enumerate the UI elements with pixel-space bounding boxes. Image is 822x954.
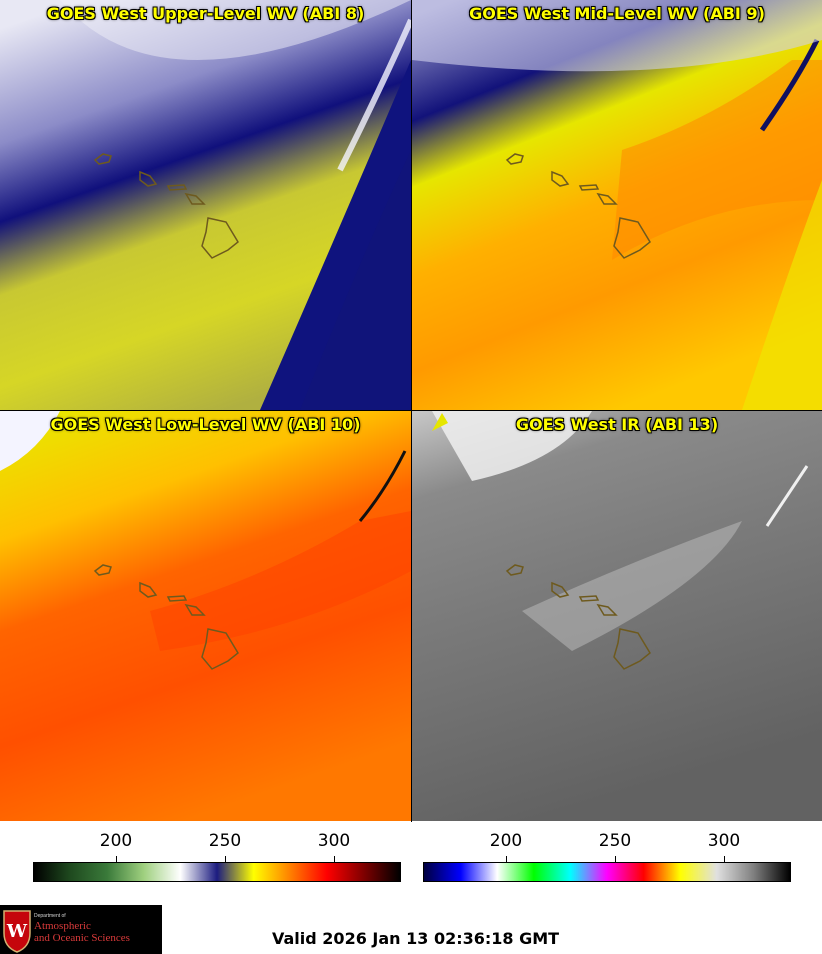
panel-divider-vertical	[411, 0, 412, 822]
ir-image	[412, 411, 822, 821]
logo-name-line1: Atmospheric	[34, 920, 91, 932]
upper-level-wv-image	[0, 0, 411, 410]
uw-crest-letter: W	[6, 921, 28, 942]
wv-tick-mark	[334, 856, 335, 862]
logo-dept-text: Department of	[34, 913, 66, 919]
ir-tick-mark	[615, 856, 616, 862]
uw-crest-icon: W	[3, 910, 31, 953]
wv-tick-label: 300	[317, 831, 351, 851]
ir-colorbar-gradient	[423, 862, 791, 882]
ir-colorbar: 200 250 300	[412, 822, 822, 888]
ir-tick-mark	[506, 856, 507, 862]
mid-level-wv-image	[412, 0, 822, 410]
mid-level-wv-title: GOES West Mid-Level WV (ABI 9)	[469, 4, 765, 23]
mid-level-wv-panel: GOES West Mid-Level WV (ABI 9)	[412, 0, 822, 410]
ir-panel: GOES West IR (ABI 13)	[412, 411, 822, 821]
panel-divider-horizontal	[0, 410, 822, 411]
ir-tick-label: 200	[489, 831, 523, 851]
upper-level-wv-panel: GOES West Upper-Level WV (ABI 8)	[0, 0, 411, 410]
low-level-wv-title: GOES West Low-Level WV (ABI 10)	[50, 415, 361, 434]
ir-tick-label: 300	[707, 831, 741, 851]
wv-colorbar-gradient	[33, 862, 401, 882]
ir-tick-mark	[724, 856, 725, 862]
wv-tick-label: 200	[99, 831, 133, 851]
low-level-wv-image	[0, 411, 411, 821]
wv-tick-mark	[116, 856, 117, 862]
valid-time: Valid 2026 Jan 13 02:36:18 GMT	[272, 929, 560, 948]
wv-tick-mark	[225, 856, 226, 862]
wv-tick-label: 250	[208, 831, 242, 851]
upper-level-wv-title: GOES West Upper-Level WV (ABI 8)	[46, 4, 365, 23]
ir-title: GOES West IR (ABI 13)	[515, 415, 719, 434]
aos-logo: W Department of Atmospheric and Oceanic …	[0, 905, 162, 954]
low-level-wv-panel: GOES West Low-Level WV (ABI 10)	[0, 411, 411, 821]
logo-name-line2: and Oceanic Sciences	[34, 932, 130, 944]
ir-tick-label: 250	[598, 831, 632, 851]
wv-colorbar: 200 250 300	[0, 822, 411, 888]
